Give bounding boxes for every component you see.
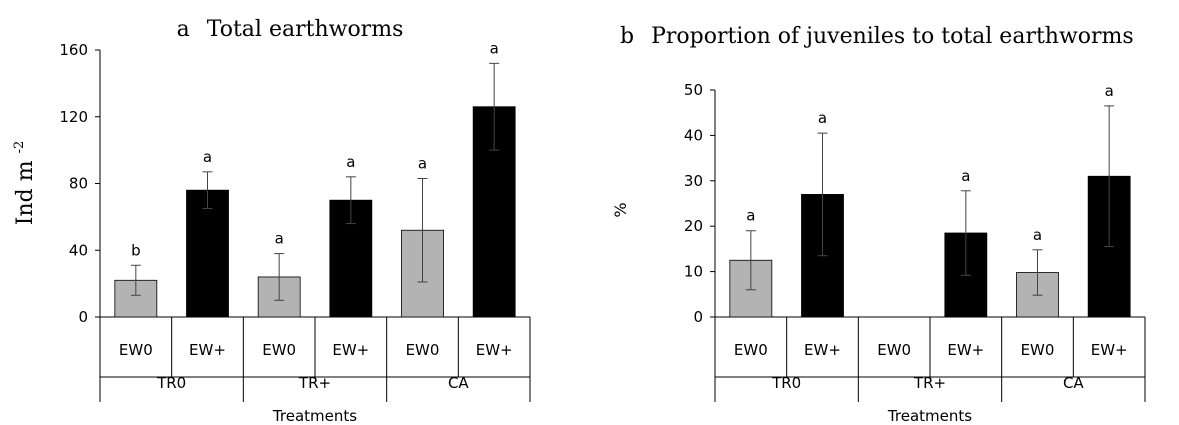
panel-b-significance-label: a: [961, 167, 970, 185]
panel-b-significance-label: a: [1033, 226, 1042, 244]
panel-a-ylabel: Ind m -2: [12, 141, 38, 225]
panel-a-letter: a: [177, 17, 190, 42]
panel-b-y-tick-label: 30: [684, 172, 703, 190]
panel-b-category-label: EW+: [947, 341, 984, 359]
panel-b-chart: b Proportion of juveniles to total earth…: [611, 24, 1145, 425]
panel-b-group-label: CA: [1063, 374, 1084, 392]
panel-a-category-label: EW+: [332, 341, 369, 359]
panel-b-title-text: Proportion of juveniles to total earthwo…: [651, 24, 1134, 49]
panel-a-y-tick-label: 120: [59, 108, 88, 126]
panel-a-group-label: TR+: [298, 374, 331, 392]
panel-a-bar: [187, 190, 229, 317]
panel-a-significance-label: b: [131, 241, 141, 259]
panel-a-y-tick-label: 0: [78, 308, 88, 326]
panel-a-significance-label: a: [418, 154, 427, 172]
panel-b-y-tick-label: 0: [693, 308, 703, 326]
panel-b-letter: b: [620, 24, 634, 49]
panel-a-category-label: EW0: [262, 341, 296, 359]
panel-a-significance-label: a: [203, 148, 212, 166]
panel-b-category-label: EW0: [877, 341, 911, 359]
panel-a-ylabel-sup: -2: [12, 141, 27, 154]
panel-a-significance-label: a: [346, 153, 355, 171]
panel-a-category-label: EW+: [476, 341, 513, 359]
panel-b-significance-label: a: [746, 207, 755, 225]
panel-a-y-tick-label: 160: [59, 41, 88, 59]
panel-b-ylabel: %: [611, 202, 630, 217]
panel-a-xlabel: Treatments: [272, 407, 357, 425]
panel-a-significance-label: a: [275, 230, 284, 248]
panel-b-category-label: EW0: [734, 341, 768, 359]
panel-a-y-tick-label: 80: [69, 175, 88, 193]
panel-a-y-tick-label: 40: [69, 241, 88, 259]
panel-b-category-label: EW+: [804, 341, 841, 359]
panel-a-chart: a Total earthworms Ind m -2 Treatments 0…: [12, 17, 530, 425]
panel-b-title: b Proportion of juveniles to total earth…: [620, 24, 1134, 49]
panel-a-title-text: Total earthworms: [207, 17, 404, 42]
panel-a-significance-label: a: [490, 39, 499, 57]
panel-b-category-label: EW+: [1091, 341, 1128, 359]
panel-b-y-tick-label: 50: [684, 81, 703, 99]
panel-a-group-label: CA: [448, 374, 469, 392]
panel-a-group-label: TR0: [156, 374, 186, 392]
panel-b-y-tick-label: 20: [684, 217, 703, 235]
panel-b-significance-label: a: [818, 109, 827, 127]
panel-a-category-label: EW0: [406, 341, 440, 359]
panel-b-y-tick-label: 40: [684, 126, 703, 144]
panel-a-category-label: EW0: [119, 341, 153, 359]
panel-a-title: a Total earthworms: [177, 17, 404, 42]
panel-a-category-label: EW+: [189, 341, 226, 359]
panel-b-xlabel: Treatments: [887, 407, 972, 425]
panel-b-category-label: EW0: [1021, 341, 1055, 359]
panel-a-ylabel-text: Ind m: [13, 160, 38, 225]
panel-b-group-label: TR0: [771, 374, 801, 392]
panel-b-group-label: TR+: [913, 374, 946, 392]
panel-b-y-tick-label: 10: [684, 263, 703, 281]
panel-b-significance-label: a: [1105, 82, 1114, 100]
